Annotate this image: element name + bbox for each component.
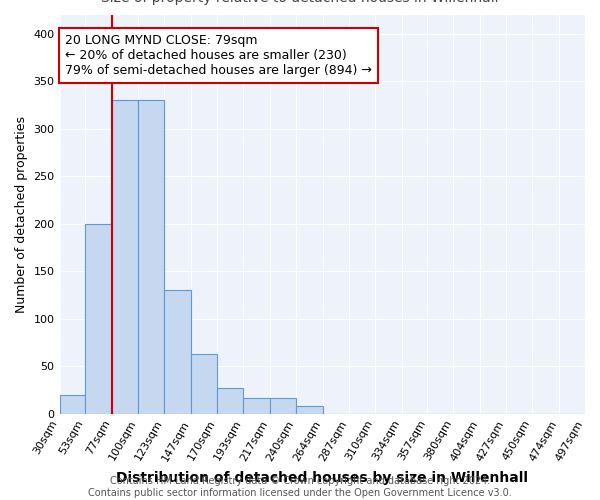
Bar (243, 398, 270, 413)
Text: Contains HM Land Registry data © Crown copyright and database right 2024.
Contai: Contains HM Land Registry data © Crown c… (88, 476, 512, 498)
Bar (270, 398, 296, 413)
Bar (139, 100, 164, 413)
Bar (296, 406, 323, 413)
Bar (59, 394, 85, 413)
Text: 20 LONG MYND CLOSE: 79sqm
← 20% of detached houses are smaller (230)
79% of semi: 20 LONG MYND CLOSE: 79sqm ← 20% of detac… (65, 34, 372, 77)
Bar (112, 100, 139, 413)
Bar (217, 388, 243, 413)
Text: Size of property relative to detached houses in Willenhall: Size of property relative to detached ho… (101, 0, 499, 5)
Y-axis label: Number of detached properties: Number of detached properties (15, 116, 28, 313)
Bar (85, 224, 112, 414)
Bar (191, 354, 217, 414)
X-axis label: Distribution of detached houses by size in Willenhall: Distribution of detached houses by size … (116, 471, 528, 485)
Bar (164, 290, 191, 414)
